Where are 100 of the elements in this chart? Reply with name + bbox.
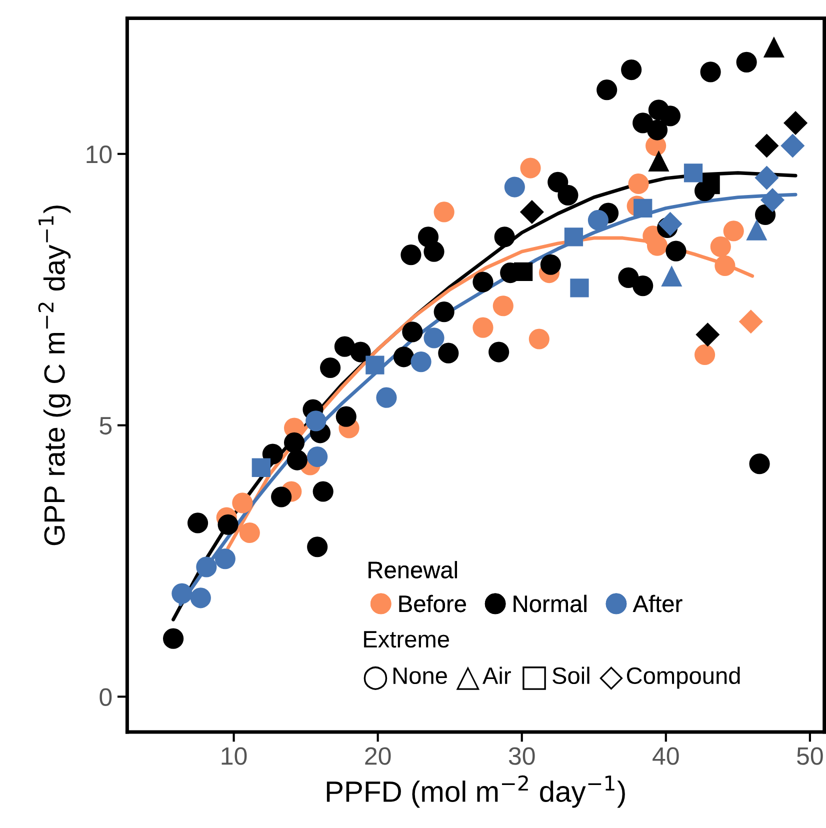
point: [736, 52, 757, 72]
point: [666, 240, 686, 262]
x-tick-label: 10: [222, 747, 247, 765]
point: [714, 255, 736, 276]
point: [438, 342, 459, 364]
point: [336, 406, 356, 427]
point: [540, 254, 561, 275]
point: [710, 236, 731, 258]
x-tick-label: 30: [508, 747, 535, 765]
annotation: △: [456, 666, 480, 690]
point: [528, 328, 550, 350]
point: [658, 212, 682, 236]
point: [472, 317, 494, 338]
point: [634, 198, 652, 218]
y-tick-label: 0: [100, 688, 112, 706]
point: [661, 266, 682, 287]
point: [648, 150, 670, 172]
point: [350, 342, 371, 362]
point: [488, 342, 510, 362]
point: [646, 235, 668, 256]
point: [187, 512, 208, 534]
point: [588, 210, 609, 230]
point: [628, 173, 649, 194]
point: [694, 344, 716, 366]
point: [646, 120, 668, 140]
point: [424, 328, 444, 348]
legend-label: Before: [399, 594, 466, 612]
point: [700, 62, 721, 82]
point: [434, 202, 454, 222]
point: [632, 276, 654, 296]
point: [570, 278, 589, 298]
point: [520, 158, 541, 178]
point: [393, 346, 414, 368]
point: [239, 522, 260, 544]
point: [504, 176, 525, 198]
annotation: None: [393, 668, 447, 684]
point: [190, 588, 211, 608]
annotation: Soil: [552, 666, 590, 684]
point: [424, 241, 444, 262]
point: [749, 454, 770, 474]
point: [684, 164, 703, 182]
point: [746, 219, 768, 240]
point: [763, 36, 784, 58]
point: [214, 548, 236, 570]
point: [738, 310, 763, 334]
point: [312, 481, 334, 502]
point: [596, 80, 618, 100]
point: [366, 356, 384, 374]
point: [307, 446, 328, 468]
point: [252, 458, 270, 477]
point: [754, 166, 779, 190]
point: [271, 486, 292, 508]
point: [701, 176, 720, 194]
annotation: □: [522, 666, 546, 690]
x-tick-label: 40: [652, 747, 679, 765]
point: [334, 336, 355, 357]
y-tick-label: 5: [100, 417, 112, 435]
point: [306, 410, 326, 432]
point: [696, 322, 720, 347]
point: [196, 556, 217, 578]
point: [564, 228, 584, 246]
point: [660, 106, 681, 126]
point: [780, 134, 805, 158]
legend-title: Renewal: [368, 561, 457, 578]
point: [520, 200, 544, 224]
point: [284, 432, 305, 453]
point: [514, 262, 533, 282]
annotation: ◇: [600, 666, 623, 690]
annotation: ○: [364, 666, 388, 690]
point: [760, 188, 785, 212]
point: [723, 220, 744, 242]
legend-label: Normal: [514, 594, 586, 612]
annotation: Air: [482, 666, 511, 684]
point: [162, 628, 184, 649]
annotation: Extreme: [364, 631, 449, 648]
point: [376, 387, 397, 408]
y-tick-label: 10: [86, 146, 112, 164]
point: [307, 536, 328, 558]
point: [172, 583, 192, 604]
point: [434, 302, 454, 322]
point: [558, 184, 578, 206]
point: [410, 351, 432, 372]
legend-label: After: [632, 594, 682, 612]
point: [754, 204, 776, 225]
x-tick-label: 50: [797, 747, 823, 765]
point: [262, 444, 283, 464]
point: [232, 492, 253, 514]
point: [286, 450, 308, 470]
point: [784, 110, 808, 135]
point: [472, 272, 494, 292]
point: [320, 357, 341, 378]
point: [218, 514, 238, 535]
point: [402, 322, 423, 342]
annotation: Compound: [626, 666, 740, 689]
x-tick-label: 20: [365, 747, 391, 765]
point: [621, 59, 642, 80]
point: [494, 226, 515, 248]
point: [492, 296, 514, 316]
x-axis-title: PPFD (mol m$^{−2}$ day$^{−1}$): [326, 775, 625, 808]
point: [400, 244, 422, 266]
